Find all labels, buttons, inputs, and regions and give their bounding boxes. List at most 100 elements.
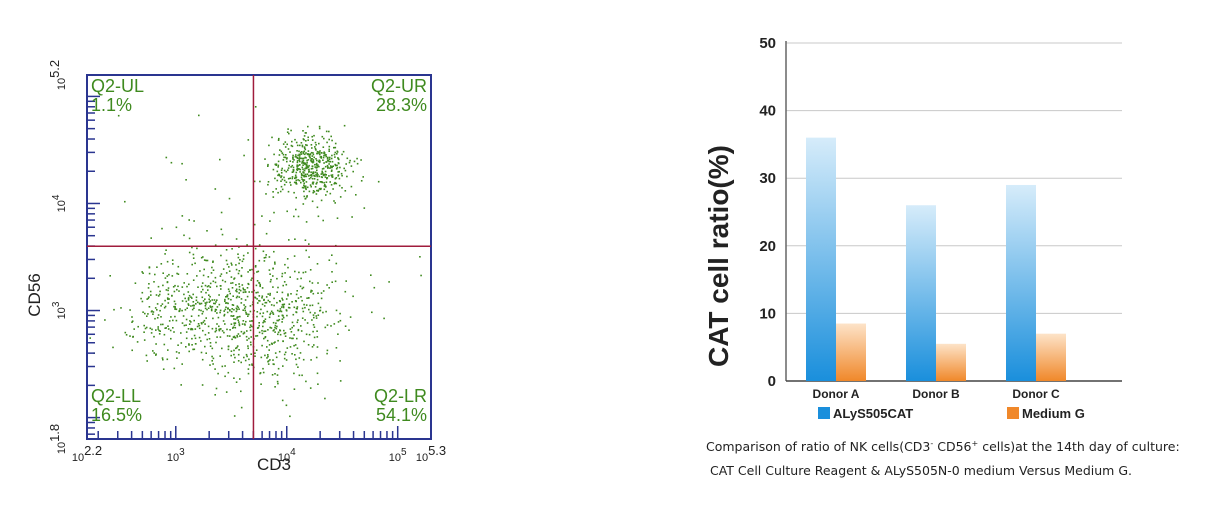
scatter-point [308, 155, 311, 158]
scatter-point [311, 158, 313, 160]
scatter-point [226, 311, 229, 314]
scatter-point [194, 337, 197, 340]
scatter-point [200, 340, 202, 342]
scatter-point [277, 333, 279, 336]
scatter-point [242, 287, 244, 290]
scatter-point [324, 173, 326, 176]
scatter-point [278, 174, 281, 177]
y-tick-label: 103 [51, 301, 68, 319]
scatter-point [214, 302, 216, 305]
scatter-point [190, 296, 192, 298]
scatter-point [316, 159, 318, 162]
scatter-point [340, 172, 343, 175]
scatter-point [341, 153, 343, 156]
scatter-point [301, 166, 304, 169]
scatter-point [237, 333, 240, 335]
scatter-point [330, 166, 332, 169]
scatter-point [249, 341, 252, 344]
scatter-point [239, 315, 241, 318]
scatter-point [187, 291, 190, 293]
scatter-point [195, 296, 198, 299]
scatter-point [240, 390, 242, 393]
scatter-point [274, 352, 277, 354]
scatter-point [326, 177, 328, 180]
scatter-point [273, 153, 275, 156]
scatter-point [313, 316, 315, 319]
scatter-point [289, 346, 292, 348]
scatter-point [211, 360, 213, 362]
scatter-point [166, 281, 169, 283]
scatter-point [318, 159, 321, 162]
scatter-point [249, 324, 252, 326]
scatter-point [281, 272, 284, 275]
scatter-point [214, 281, 217, 284]
scatter-point [322, 159, 324, 161]
scatter-point [336, 164, 338, 167]
scatter-point [317, 383, 319, 385]
legend-swatch [818, 407, 830, 419]
scatter-point [274, 341, 276, 343]
scatter-point [215, 329, 218, 332]
scatter-point [219, 285, 222, 287]
scatter-point [243, 356, 245, 359]
scatter-point [260, 308, 262, 311]
scatter-point [264, 330, 267, 332]
scatter-point [212, 280, 215, 283]
scatter-point [301, 145, 304, 148]
scatter-point [419, 256, 421, 258]
scatter-point [294, 344, 297, 346]
scatter-point [299, 285, 302, 288]
scatter-point [187, 297, 190, 300]
scatter-point [339, 312, 341, 315]
bar-alys505cat [1006, 184, 1036, 381]
caption-line-1: Comparison of ratio of NK cells(CD3- CD5… [706, 439, 1180, 455]
scatter-point [316, 174, 318, 177]
scatter-point [328, 145, 331, 148]
scatter-point [142, 311, 144, 313]
scatter-point [159, 330, 161, 332]
scatter-point [329, 167, 331, 169]
scatter-point [260, 383, 262, 385]
scatter-point [303, 340, 305, 343]
scatter-point [339, 380, 342, 382]
scatter-point [295, 141, 298, 144]
flow-cytometry-plot: Q2-UL1.1%Q2-UR28.3%Q2-LL16.5%Q2-LR54.1% … [25, 60, 446, 474]
scatter-point [176, 288, 178, 291]
scatter-point [311, 346, 314, 348]
scatter-point [283, 176, 285, 179]
scatter-point [251, 277, 253, 280]
scatter-point [322, 219, 324, 222]
scatter-point [330, 174, 333, 177]
scatter-point [212, 317, 214, 320]
scatter-point [278, 318, 281, 321]
x-tick-label: Donor C [1012, 387, 1060, 401]
scatter-point [150, 332, 153, 334]
scatter-point [192, 279, 195, 281]
scatter-point [245, 320, 247, 323]
scatter-point [326, 324, 329, 326]
scatter-point [325, 154, 327, 156]
scatter-point [267, 293, 269, 295]
scatter-point [277, 174, 279, 177]
scatter-point [155, 329, 157, 331]
scatter-point [281, 303, 284, 306]
scatter-point [345, 163, 347, 165]
scatter-point [334, 142, 337, 145]
scatter-point [288, 132, 290, 135]
scatter-point [146, 315, 148, 317]
scatter-point [166, 297, 169, 299]
scatter-point [316, 346, 319, 348]
bar-alys505cat [906, 205, 936, 381]
scatter-point [188, 350, 190, 353]
scatter-point [237, 306, 240, 309]
scatter-point [143, 339, 146, 341]
scatter-point [316, 175, 318, 178]
scatter-point [291, 176, 294, 178]
scatter-point [325, 161, 328, 163]
scatter-point [304, 156, 306, 159]
scatter-point [316, 189, 318, 192]
scatter-point [344, 169, 347, 172]
scatter-point [247, 282, 249, 285]
scatter-point [196, 247, 198, 250]
